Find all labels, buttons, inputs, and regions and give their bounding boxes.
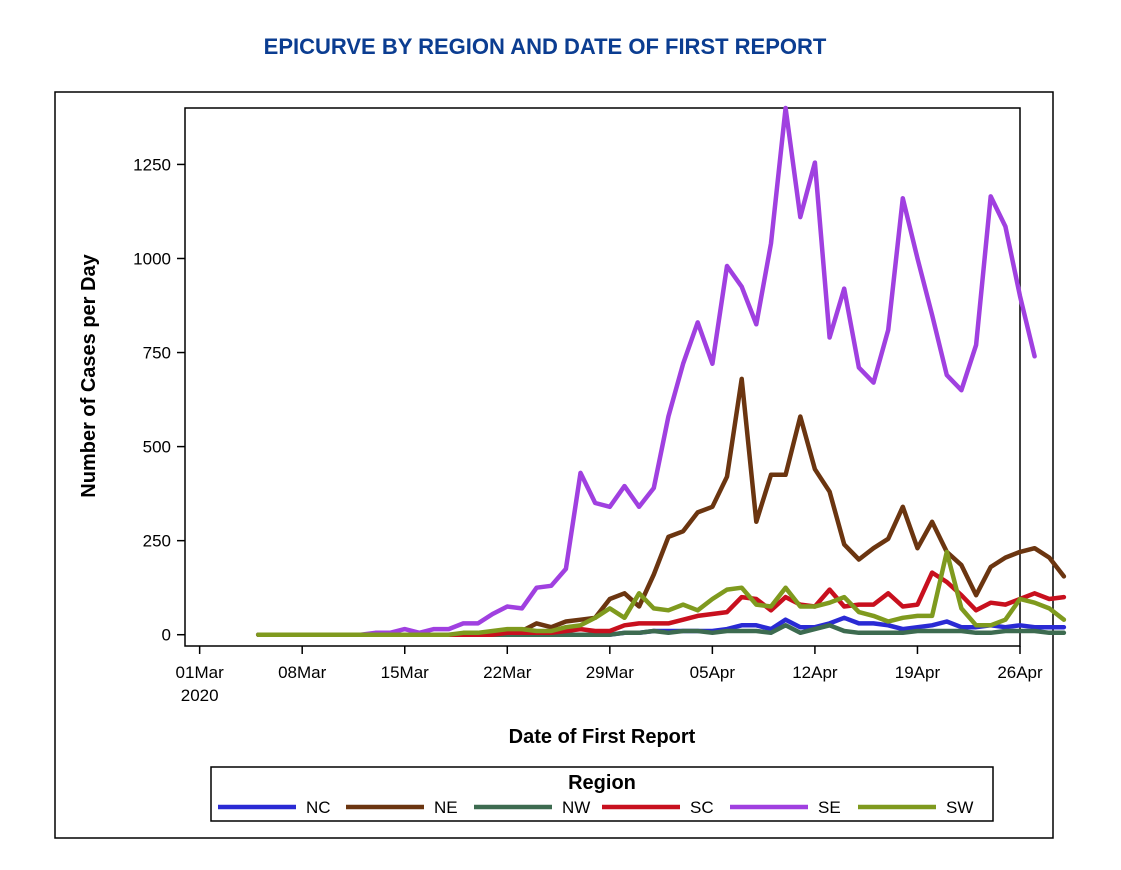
- x-tick-label: 05Apr: [690, 663, 736, 682]
- x-tick-label: 15Mar: [381, 663, 430, 682]
- legend-title: Region: [568, 772, 636, 794]
- series-line-se: [255, 105, 1037, 637]
- chart-title: EPICURVE BY REGION AND DATE OF FIRST REP…: [264, 34, 827, 59]
- legend-item-se: SE: [730, 798, 841, 817]
- legend-item-nw: NW: [474, 798, 590, 817]
- y-tick-label: 750: [143, 344, 171, 363]
- plot-area-frame: [184, 107, 1021, 647]
- x-axis: 01Mar 2020 08Mar 15Mar 22Mar 29Mar 05Apr 12Apr 1…: [176, 646, 1043, 705]
- legend-label: NW: [562, 798, 590, 817]
- x-tick-label: 08Mar: [278, 663, 327, 682]
- series-layer: [255, 105, 1067, 637]
- legend-item-ne: NE: [346, 798, 458, 817]
- series-line-ne: [255, 376, 1067, 637]
- y-tick-label: 1000: [133, 249, 171, 268]
- legend-label: SE: [818, 798, 841, 817]
- legend-label: SC: [690, 798, 714, 817]
- x-tick-label: 22Mar: [483, 663, 532, 682]
- legend-items: NC NE NW SC SE SW: [218, 798, 973, 817]
- legend-item-sc: SC: [602, 798, 714, 817]
- legend-label: NC: [306, 798, 331, 817]
- legend-frame: [210, 766, 994, 822]
- legend: Region NC NE NW SC SE SW: [210, 766, 994, 822]
- series-line-sw: [255, 549, 1067, 637]
- x-tick-label: 19Apr: [895, 663, 941, 682]
- y-tick-label: 1250: [133, 155, 171, 174]
- x-tick-label: 01Mar: [176, 663, 225, 682]
- legend-item-sw: SW: [858, 798, 973, 817]
- x-tick-label: 12Apr: [792, 663, 838, 682]
- y-axis: 0 250 500 750 1000 1250: [133, 155, 185, 645]
- x-tick-label: 26Apr: [997, 663, 1043, 682]
- outer-frame: [54, 91, 1054, 839]
- x-axis-label: Date of First Report: [509, 726, 696, 748]
- legend-label: NE: [434, 798, 458, 817]
- y-tick-label: 0: [162, 626, 171, 645]
- y-tick-label: 250: [143, 532, 171, 551]
- y-axis-label: Number of Cases per Day: [78, 253, 100, 497]
- legend-item-nc: NC: [218, 798, 331, 817]
- legend-label: SW: [946, 798, 973, 817]
- x-tick-sublabel: 2020: [181, 686, 219, 705]
- series-line-sc: [255, 570, 1067, 637]
- x-tick-label: 29Mar: [586, 663, 635, 682]
- y-tick-label: 500: [143, 438, 171, 457]
